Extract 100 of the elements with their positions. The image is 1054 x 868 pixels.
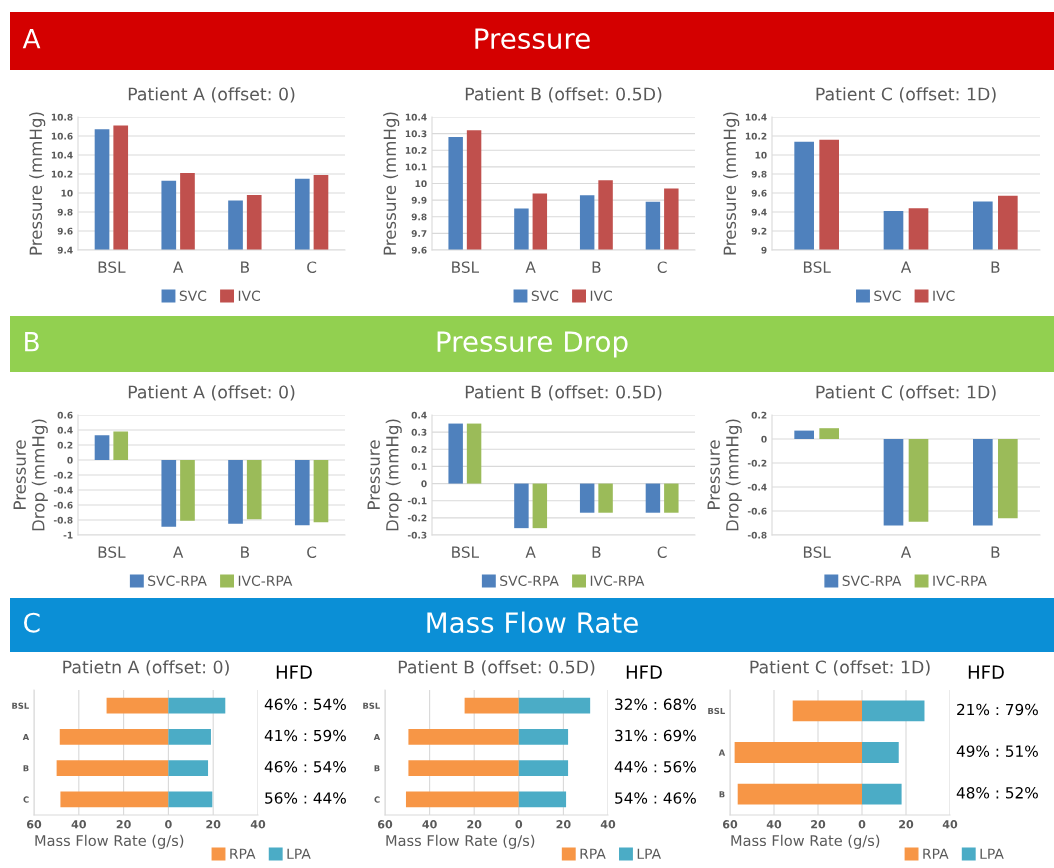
bar	[518, 697, 591, 714]
bar	[408, 760, 519, 776]
legend-label: IVC-RPA	[238, 575, 293, 587]
y-tick-label: -0.2	[407, 514, 427, 522]
x-tick-label: A	[173, 261, 184, 273]
x-tick-label: BSL	[452, 546, 479, 558]
legend-label: RPA	[580, 848, 606, 859]
bar	[862, 783, 902, 805]
legend-label: IVC	[590, 290, 613, 302]
x-tick-label: 40	[422, 820, 437, 829]
bar	[94, 435, 110, 460]
x-tick-label: A	[173, 546, 184, 558]
y-tick-label: B	[374, 765, 380, 772]
x-tick-label: 20	[811, 820, 826, 829]
text: Pressure	[475, 28, 590, 50]
bar	[106, 697, 169, 714]
x-tick-label: C	[307, 546, 317, 558]
bar	[464, 697, 519, 714]
y-tick-label: B	[719, 791, 725, 798]
bar	[56, 760, 169, 776]
y-tick-label: 10.4	[745, 113, 767, 121]
chart-title: Patient B (offset: 0.5D)	[465, 87, 662, 103]
chart-title: Patient A (offset: 0)	[128, 385, 295, 401]
y-tick-label: 9	[761, 246, 767, 254]
x-tick-label: 20	[556, 820, 571, 829]
bar	[518, 760, 569, 776]
text: 48% : 52%	[956, 787, 1038, 799]
y-axis-title: Pressure (mmHg)	[383, 112, 400, 255]
x-tick-label: B	[592, 546, 601, 558]
legend-label: IVC	[933, 290, 955, 302]
y-tick-label: 0.2	[751, 411, 767, 419]
text: 49% : 51%	[956, 745, 1038, 757]
text: 54% : 46%	[615, 792, 696, 804]
legend-label: LPA	[287, 848, 311, 859]
x-tick-label: B	[241, 546, 250, 558]
legend-label: IVC-RPA	[590, 575, 645, 587]
y-tick-label: BSL	[12, 702, 29, 709]
bar	[294, 460, 310, 526]
x-tick-label: 40	[71, 820, 86, 829]
y-tick-label: -0.2	[53, 471, 73, 479]
bar	[60, 791, 169, 808]
bar	[862, 700, 925, 722]
bar	[313, 460, 329, 523]
x-tick-label: B	[241, 261, 250, 273]
x-axis-title: Mass Flow Rate (g/s)	[386, 834, 535, 849]
x-tick-label: 40	[942, 820, 958, 829]
bar	[734, 742, 862, 763]
text: HFD	[276, 665, 312, 679]
y-tick-label: 10.2	[745, 132, 767, 140]
y-tick-label: 10.2	[405, 146, 427, 154]
y-tick-label: 10.3	[405, 130, 427, 138]
bar	[792, 700, 862, 722]
text: HFD	[968, 665, 1004, 679]
y-tick-label: 9.4	[751, 208, 767, 216]
bar	[518, 729, 569, 745]
y-tick-label: -1	[63, 531, 73, 539]
y-tick-label: 0.2	[411, 446, 427, 453]
y-tick-label: 0.4	[411, 411, 427, 419]
x-tick-label: A	[900, 261, 912, 273]
x-tick-label: 0	[858, 820, 866, 829]
y-tick-label: -0.4	[53, 486, 73, 494]
x-tick-label: C	[657, 546, 667, 558]
bar	[973, 439, 993, 526]
x-tick-label: 20	[116, 820, 131, 829]
text: HFD	[626, 665, 662, 679]
y-tick-label: 10.6	[51, 132, 73, 140]
y-tick-label: 9.6	[57, 227, 73, 235]
x-tick-label: BSL	[803, 261, 831, 273]
y-tick-label: 0.2	[57, 441, 73, 449]
chart-title: Patient B (offset: 0.5D)	[398, 660, 595, 676]
y-tick-label: BSL	[363, 702, 380, 709]
legend-label: RPA	[230, 848, 256, 859]
y-tick-label: B	[23, 765, 29, 772]
x-tick-label: 60	[722, 820, 738, 829]
y-tick-label: -0.1	[407, 497, 427, 505]
y-tick-label: 9.7	[411, 230, 427, 237]
y-tick-label: 9.4	[57, 246, 73, 254]
y-axis-title: Pressure Drop (mmHg)	[13, 419, 48, 531]
y-tick-label: A	[373, 733, 381, 741]
chart-title: Patient C (offset: 1D)	[816, 87, 996, 103]
y-tick-label: 10.4	[405, 113, 427, 121]
chart-title: Patient C (offset: 1D)	[816, 385, 996, 401]
bar	[908, 439, 929, 522]
y-tick-label: 10	[415, 180, 427, 188]
y-tick-label: 0.1	[411, 463, 427, 470]
legend-label: SVC-RPA	[842, 575, 902, 587]
bar	[405, 791, 519, 808]
text: 44% : 56%	[614, 761, 696, 773]
legend-label: IVC	[238, 290, 261, 302]
x-axis-title: Mass Flow Rate (g/s)	[731, 834, 880, 849]
chart-title: Patient C (offset: 1D)	[750, 660, 930, 676]
bar	[168, 760, 209, 776]
y-tick-label: 0	[67, 456, 73, 464]
x-tick-label: A	[525, 261, 536, 273]
text: 32% : 68%	[615, 698, 696, 711]
bar	[228, 460, 243, 524]
y-tick-label: 9.9	[411, 196, 427, 204]
legend-label: SVC	[179, 290, 207, 302]
x-tick-label: BSL	[98, 546, 126, 558]
text: 46% : 54%	[264, 698, 346, 711]
